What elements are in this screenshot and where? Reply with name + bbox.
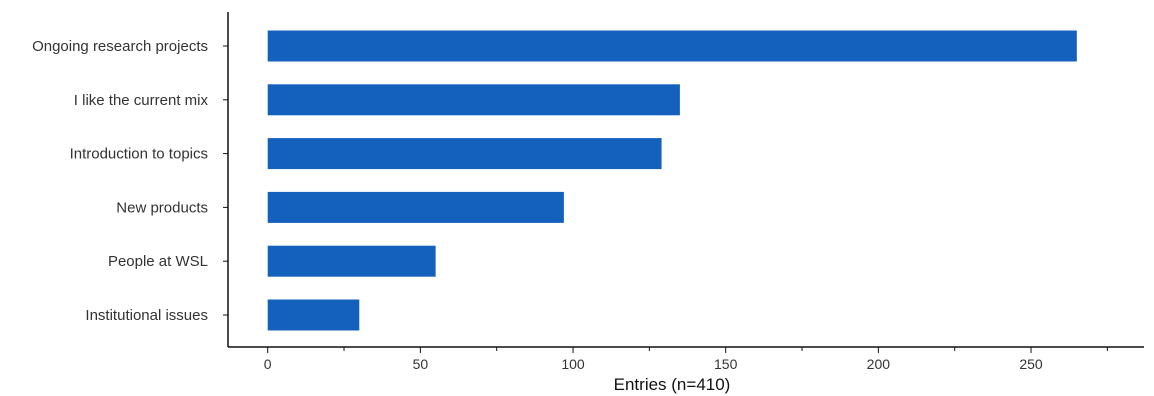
bar-1: [267, 84, 680, 116]
category-label-1: I like the current mix: [74, 92, 209, 109]
category-labels: Ongoing research projects I like the curr…: [32, 38, 208, 324]
x-tick-label-5: 250: [1019, 356, 1043, 372]
x-tick-label-3: 150: [714, 356, 738, 372]
category-label-3: New products: [116, 199, 208, 216]
bar-0: [267, 30, 1077, 62]
bar-2: [267, 138, 662, 170]
bar-3: [267, 191, 564, 223]
x-tick-label-0: 0: [264, 356, 272, 372]
bar-4: [267, 245, 436, 277]
x-tick-label-4: 200: [867, 356, 891, 372]
x-tick-label-2: 100: [561, 356, 585, 372]
bars-group: [267, 30, 1077, 331]
bar-5: [267, 299, 360, 331]
x-tick-label-1: 50: [413, 356, 429, 372]
category-label-5: Institutional issues: [85, 307, 208, 324]
x-axis-ticks: 0 50 100 150 200 250: [223, 45, 1108, 372]
x-axis-title: Entries (n=410): [614, 375, 731, 394]
category-label-2: Introduction to topics: [70, 146, 208, 163]
category-label-0: Ongoing research projects: [32, 38, 208, 55]
category-label-4: People at WSL: [108, 253, 208, 270]
